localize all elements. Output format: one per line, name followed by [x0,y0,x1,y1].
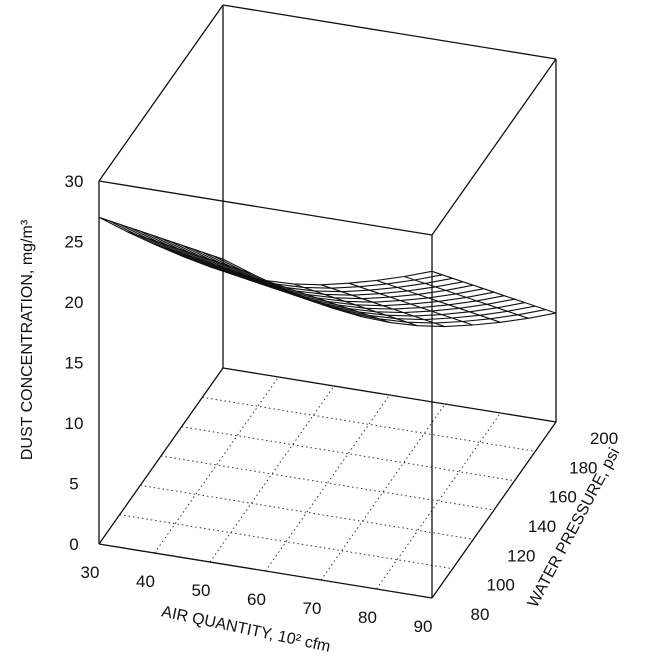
z-tick-label: 15 [65,354,84,373]
y-tick-label: 80 [471,605,490,624]
box-edge [98,367,224,545]
floor-grid-line-x [265,394,390,572]
x-tick-label: 60 [247,590,266,609]
floor-grid-line-x [209,385,335,563]
x-tick-label: 90 [414,617,433,636]
floor-grid-line-y [181,426,515,482]
y-tick-label: 160 [549,488,577,507]
z-axis-title: DUST CONCENTRATION, mg/m³ [19,219,36,460]
z-tick-label: 25 [65,233,84,252]
box-edge [98,180,433,236]
surface-mesh-line-air [98,216,224,260]
surface-mesh-line-air [237,274,362,318]
floor-grid-line-y [160,455,495,511]
floor-grid-line-x [154,376,279,554]
box-edge [98,4,224,182]
surface-mesh-line-air [209,266,335,310]
z-tick-label: 10 [65,414,84,433]
floor-grid [98,367,557,599]
y-tick-label: 120 [507,546,535,565]
z-tick-label: 5 [69,475,78,494]
floor-grid-line-x [376,412,501,590]
surface-mesh-line-air [265,280,390,323]
surface-mesh-line-air [126,230,251,274]
surface-mesh-line-air [404,275,529,319]
box-edge [431,58,557,236]
surface-mesh-line-air [348,282,473,326]
y-tick-label: 200 [590,429,618,448]
bounding-box [98,4,557,599]
floor-grid-line-y [140,484,474,540]
floor-grid-line-y [202,396,536,452]
z-tick-label: 30 [65,172,84,191]
y-tick-label: 180 [569,458,597,477]
z-tick-label: 0 [69,535,78,554]
x-tick-label: 40 [136,572,155,591]
tick-labels: 0 5 10 15 20 25 30 30 40 50 60 70 80 90 80 100 120 140 160… [65,172,619,636]
x-tick-label: 30 [81,563,100,582]
surface-mesh-line-air [320,284,446,328]
floor-grid-line-x [320,403,446,581]
x-tick-label: 80 [358,608,377,627]
box-edge [431,421,557,599]
surface-mesh-line-air [154,243,279,287]
box-edge [98,543,433,599]
box-edge [222,367,557,423]
y-tick-label: 140 [528,517,556,536]
y-tick-label: 100 [487,576,515,595]
surface-mesh-line-air [431,270,557,314]
dust-concentration-surface [98,216,557,328]
floor-grid-line-y [119,514,453,570]
z-tick-label: 20 [65,293,84,312]
x-tick-label: 70 [303,599,322,618]
x-tick-label: 50 [192,581,211,600]
surface-mesh-line-air [293,283,418,327]
box-edge [222,4,557,60]
surface-mesh-line-air [376,279,501,323]
